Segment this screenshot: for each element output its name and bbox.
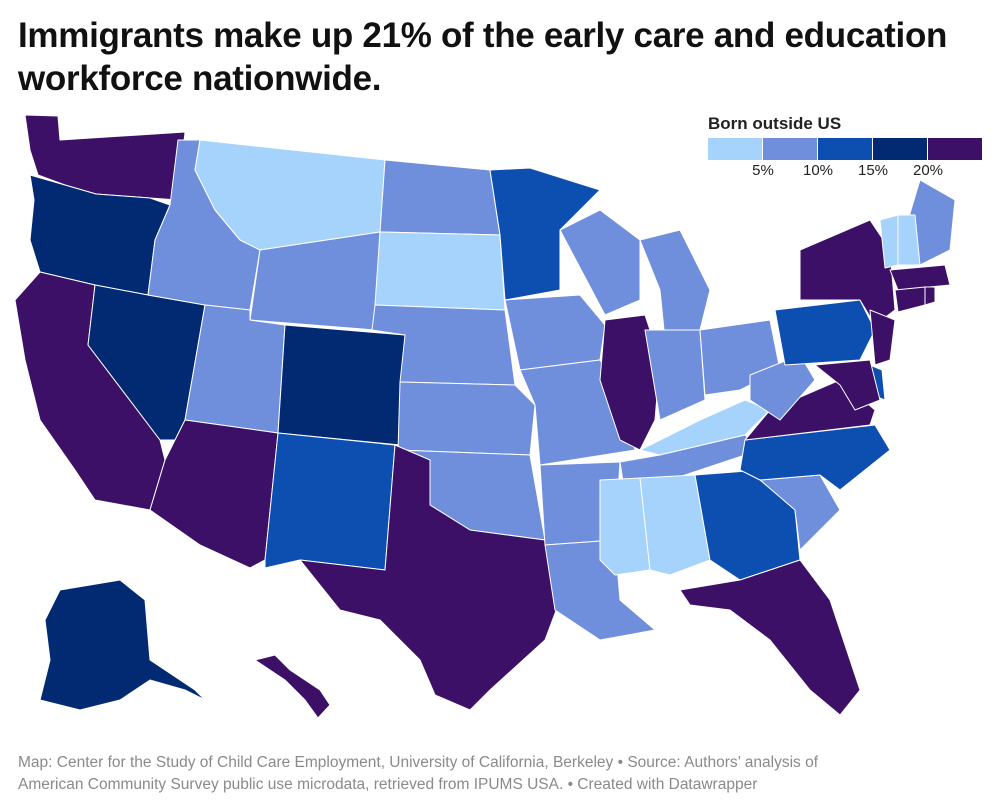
footer-line-1: Map: Center for the Study of Child Care … [18, 754, 819, 771]
state-nm [264, 432, 396, 571]
legend: Born outside US 5% 10% 15% 20% [708, 114, 983, 182]
legend-tick-20: 20% [912, 162, 944, 179]
state-ma [889, 264, 951, 291]
state-az [149, 419, 279, 569]
legend-swatch-2 [818, 138, 872, 160]
state-sd [374, 231, 506, 311]
state-va [744, 379, 876, 441]
state-ks [397, 381, 536, 456]
state-ri [924, 286, 936, 306]
legend-swatch-1 [763, 138, 817, 160]
state-hi [254, 654, 331, 719]
state-mn [489, 167, 601, 301]
state-in [644, 329, 706, 421]
state-ct [894, 286, 926, 313]
state-nh [897, 214, 921, 266]
legend-title: Born outside US [708, 114, 842, 133]
state-ms [599, 477, 651, 576]
state-fl [679, 559, 861, 716]
state-ia [504, 294, 606, 371]
state-il [599, 314, 661, 451]
state-pa [774, 299, 876, 366]
state-nd [379, 159, 501, 236]
legend-color-scale [708, 138, 983, 160]
state-mi [639, 229, 711, 341]
legend-tick-5: 5% [752, 162, 774, 179]
legend-ticks: 5% 10% 15% 20% [708, 160, 983, 182]
page-title: Immigrants make up 21% of the early care… [18, 16, 948, 98]
state-al [639, 474, 711, 576]
state-nj [869, 309, 896, 366]
legend-swatch-4 [928, 138, 982, 160]
legend-tick-10: 10% [802, 162, 834, 179]
state-nc [739, 424, 891, 491]
state-wi [559, 209, 641, 316]
source-footer: Map: Center for the Study of Child Care … [18, 752, 988, 796]
footer-line-2: American Community Survey public use mic… [18, 776, 758, 793]
legend-swatch-0 [708, 138, 762, 160]
legend-swatch-3 [873, 138, 927, 160]
state-tx [299, 444, 561, 711]
state-co [277, 324, 406, 446]
legend-tick-15: 15% [857, 162, 889, 179]
state-ak [39, 579, 206, 711]
state-md [814, 359, 881, 411]
